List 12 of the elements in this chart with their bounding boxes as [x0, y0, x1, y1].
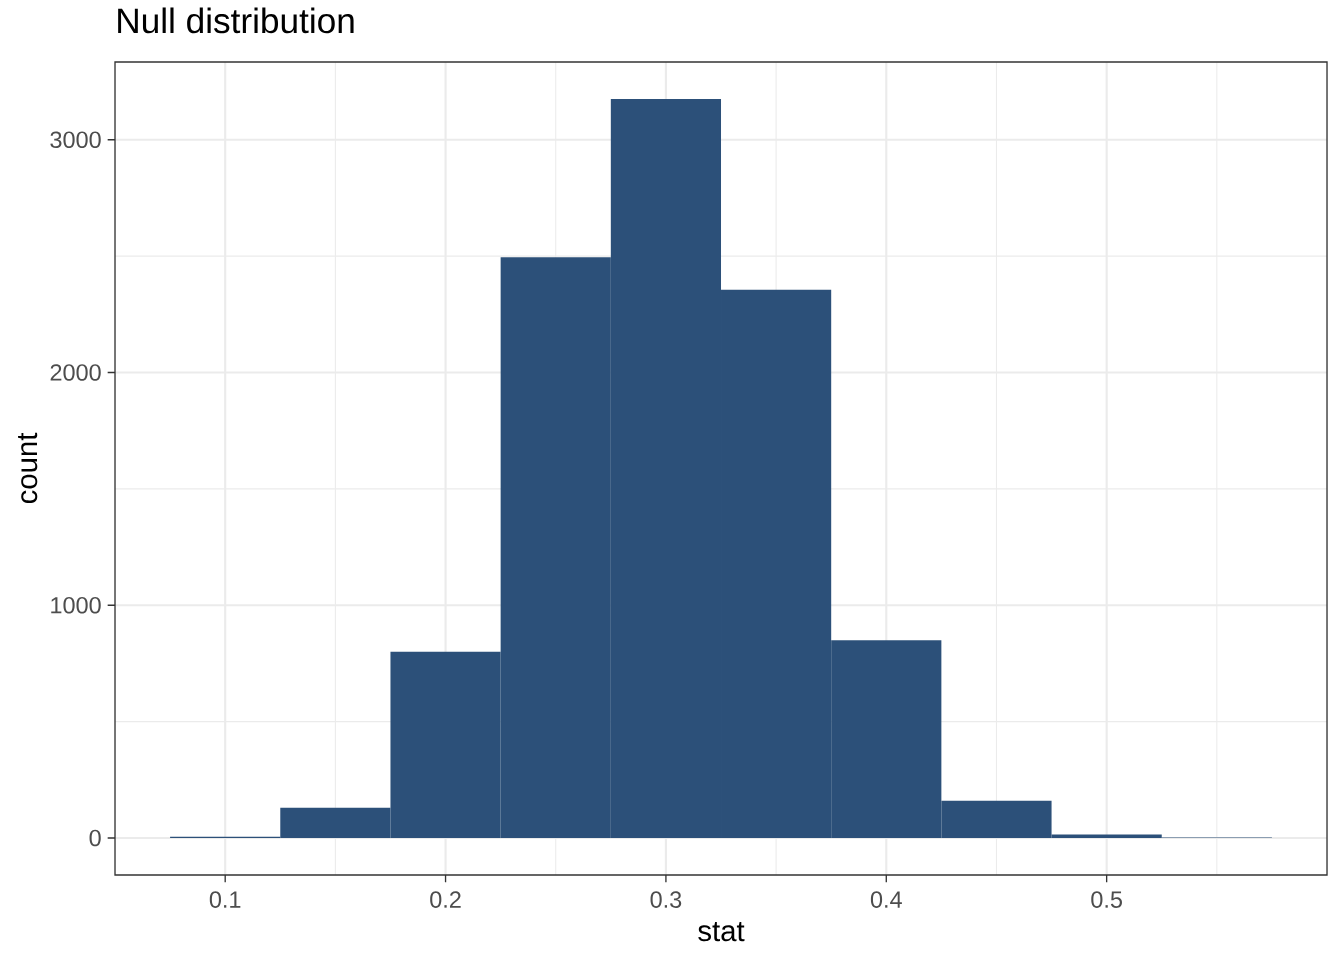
- x-tick-label: 0.5: [1091, 891, 1122, 908]
- y-tick-label: 3000: [50, 131, 101, 149]
- y-tick-label: 1000: [51, 596, 101, 614]
- y-tick-label: 2000: [50, 364, 101, 381]
- x-tick-label: 0.3: [650, 891, 682, 908]
- y-tick-label: 0: [89, 829, 101, 847]
- x-tick-label: 0.2: [430, 891, 461, 908]
- x-tick-label: 0.1: [209, 891, 241, 908]
- chart-title: Null distribution: [118, 7, 354, 34]
- y-axis-title: count: [18, 432, 38, 504]
- x-tick-label: 0.4: [870, 891, 902, 908]
- x-axis-title: stat: [698, 922, 745, 942]
